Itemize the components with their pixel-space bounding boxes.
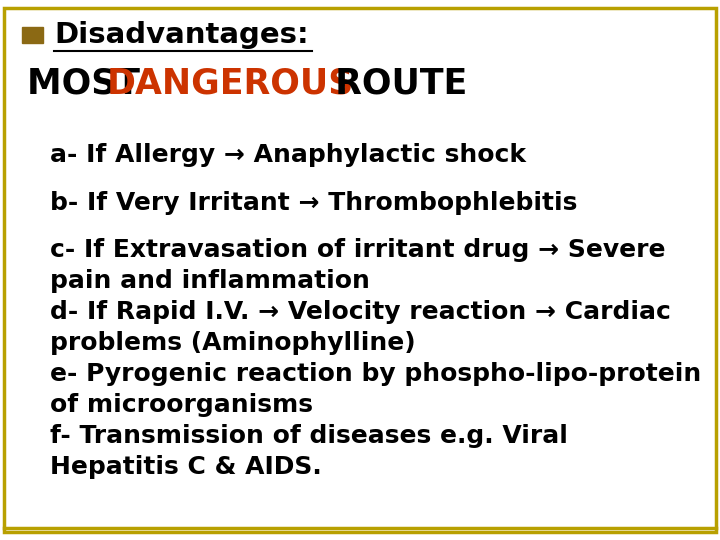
Text: c- If Extravasation of irritant drug → Severe
pain and inflammation: c- If Extravasation of irritant drug → S… bbox=[50, 238, 666, 293]
Text: a- If Allergy → Anaphylactic shock: a- If Allergy → Anaphylactic shock bbox=[50, 143, 526, 167]
Text: e- Pyrogenic reaction by phospho-lipo-protein
of microorganisms: e- Pyrogenic reaction by phospho-lipo-pr… bbox=[50, 362, 702, 417]
Text: d- If Rapid I.V. → Velocity reaction → Cardiac
problems (Aminophylline): d- If Rapid I.V. → Velocity reaction → C… bbox=[50, 300, 671, 355]
FancyBboxPatch shape bbox=[4, 8, 716, 532]
Text: DANGEROUS: DANGEROUS bbox=[107, 67, 354, 100]
Text: ROUTE: ROUTE bbox=[323, 67, 467, 100]
Bar bbox=[22, 27, 43, 43]
Text: Disadvantages:: Disadvantages: bbox=[54, 21, 309, 49]
Text: f- Transmission of diseases e.g. Viral
Hepatitis C & AIDS.: f- Transmission of diseases e.g. Viral H… bbox=[50, 424, 568, 479]
Text: MOST: MOST bbox=[27, 67, 153, 100]
Text: b- If Very Irritant → Thrombophlebitis: b- If Very Irritant → Thrombophlebitis bbox=[50, 191, 577, 214]
